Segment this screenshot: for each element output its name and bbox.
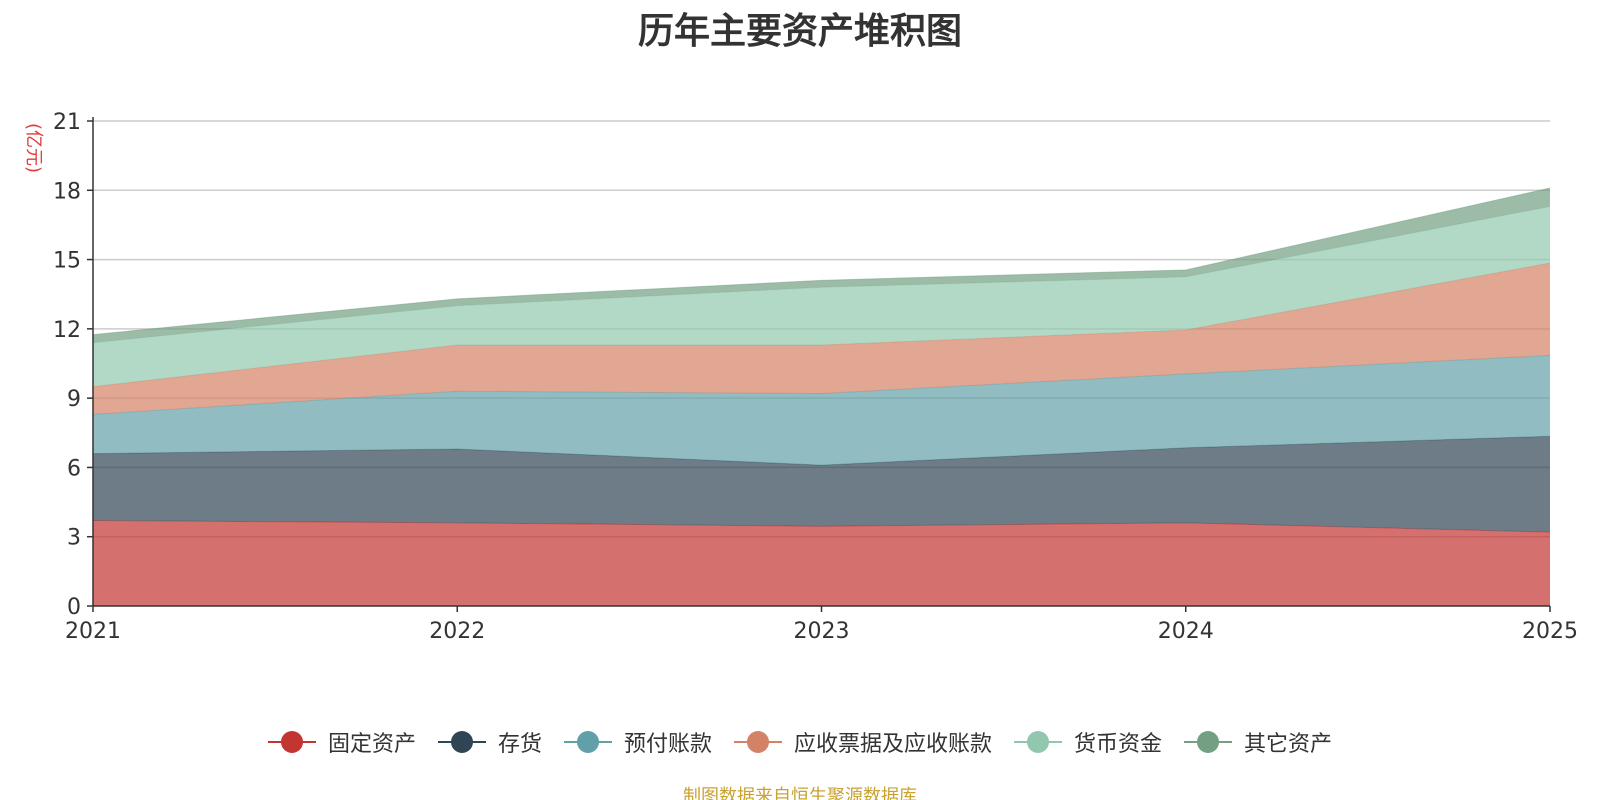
legend-swatch-icon xyxy=(1014,730,1063,754)
legend-label: 存货 xyxy=(497,732,542,757)
y-tick-label: 6 xyxy=(67,456,81,481)
legend-item-2[interactable]: 存货 xyxy=(437,726,542,758)
legend-swatch-icon xyxy=(437,730,486,754)
source-note: 制图数据来自恒生聚源数据库 xyxy=(683,786,917,800)
y-tick-label: 18 xyxy=(53,179,81,204)
area-layer xyxy=(92,187,1551,606)
y-tick-label: 9 xyxy=(67,387,81,412)
y-tick-label: 3 xyxy=(67,526,81,551)
axis-layer: 0 3 6 9 12 15 18 21 2021 2022 2023 2024 2025 xyxy=(53,110,1578,644)
legend-item-1[interactable]: 固定资产 xyxy=(267,726,416,758)
legend-label: 其它资产 xyxy=(1244,732,1333,757)
legend-label: 货币资金 xyxy=(1074,732,1163,757)
legend-item-6[interactable]: 其它资产 xyxy=(1184,726,1332,758)
x-tick-label: 2021 xyxy=(65,619,121,644)
y-tick-label: 21 xyxy=(53,110,81,135)
area-series-5[interactable] xyxy=(93,206,1550,387)
legend-item-4[interactable]: 应收票据及应收账款 xyxy=(734,726,992,758)
area-series-3[interactable] xyxy=(93,355,1550,466)
x-tick-label: 2023 xyxy=(794,619,850,644)
x-tick-label: 2024 xyxy=(1158,619,1214,644)
area-series-6[interactable] xyxy=(93,187,1550,343)
y-tick-label: 12 xyxy=(53,318,81,343)
area-series-2[interactable] xyxy=(93,436,1550,533)
legend: 固定资产 存货 预付账款 应收票据及应收账款 货币资金 其它资产 xyxy=(0,726,1600,758)
area-series-1[interactable] xyxy=(93,520,1550,606)
legend-item-5[interactable]: 货币资金 xyxy=(1014,726,1162,758)
y-axis-unit-label: (亿元) xyxy=(23,123,44,173)
legend-label: 应收票据及应收账款 xyxy=(794,732,993,757)
x-tick-label: 2025 xyxy=(1522,619,1578,644)
legend-swatch-icon xyxy=(734,730,782,754)
area-line-series-6 xyxy=(92,187,1551,336)
y-tick-label: 15 xyxy=(53,249,81,274)
area-series-4[interactable] xyxy=(93,263,1550,415)
legend-label: 预付账款 xyxy=(623,732,712,757)
x-tick-label: 2022 xyxy=(429,619,485,644)
legend-label: 固定资产 xyxy=(327,732,416,757)
legend-swatch-icon xyxy=(563,730,612,754)
legend-swatch-icon xyxy=(267,730,316,754)
y-tick-label: 0 xyxy=(67,595,81,620)
legend-swatch-icon xyxy=(1184,730,1233,754)
chart-title: 历年主要资产堆积图 xyxy=(637,11,962,52)
legend-item-3[interactable]: 预付账款 xyxy=(563,726,712,758)
